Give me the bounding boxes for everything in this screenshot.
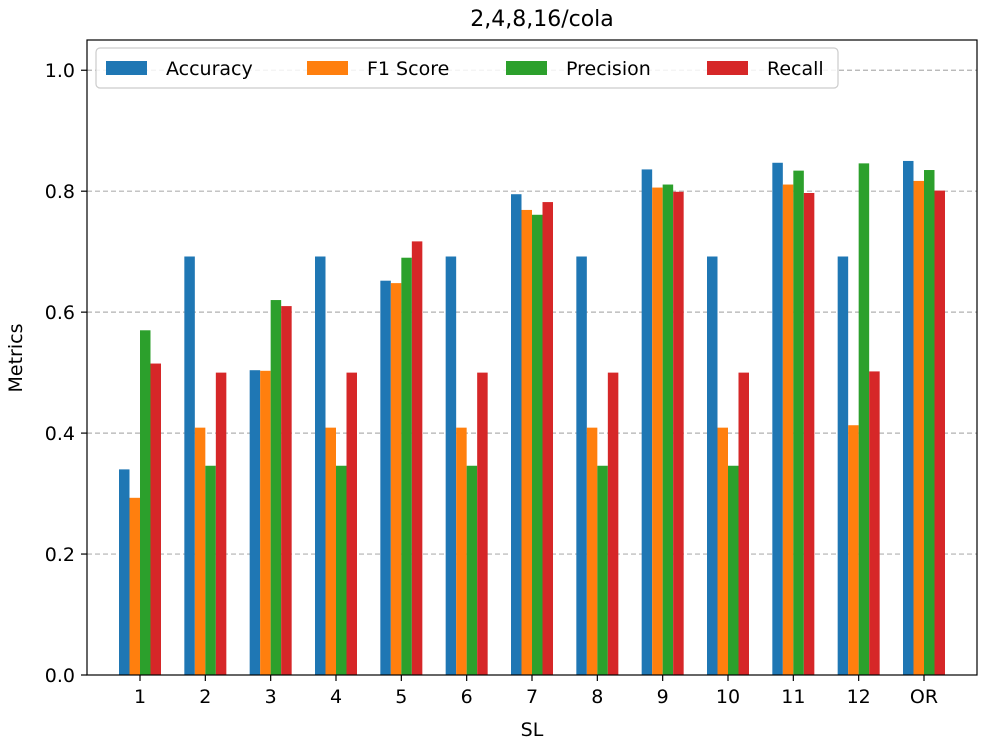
legend-label: Precision [566,58,651,80]
y-tick-label: 0.8 [45,181,75,203]
bar-precision [270,300,282,675]
x-tick-label: 3 [265,686,277,708]
chart-title: 2,4,8,16/cola [470,7,614,32]
x-tick-label: 7 [526,686,538,708]
x-axis-ticks: 1 2 3 4 5 6 7 8 9 10 11 12 OR [134,675,938,708]
bar-recall [934,190,945,676]
bar-recall [542,202,553,676]
bar-accuracy [315,256,326,675]
y-tick-label: 0.6 [45,302,75,324]
bar-accuracy [184,256,195,675]
bar-f1-score [848,425,859,675]
bar-precision [466,465,478,675]
bar-precision [336,465,347,675]
x-tick-label: 12 [847,686,871,708]
bar-f1-score [913,180,924,675]
bar-f1-score [129,497,140,675]
bar-f1-score [521,209,532,675]
bar-precision [205,465,216,675]
bar-recall [738,372,749,675]
legend-label: F1 Score [367,58,449,80]
legend-swatch [106,61,147,75]
bar-recall [477,372,488,675]
legend-frame [95,47,839,89]
legend: Accuracy F1 Score Precision Recall [95,47,839,89]
bar-recall [150,363,161,675]
bar-precision [793,170,804,675]
bar-recall [869,371,880,675]
bar-f1-score [194,427,206,675]
bar-precision [662,184,674,676]
bar-accuracy [837,256,849,675]
bar-accuracy [445,256,457,675]
x-tick-label: 6 [461,686,473,708]
y-axis-ticks: 0.0 0.2 0.4 0.6 0.8 1.0 [45,60,87,687]
legend-label: Accuracy [166,58,253,80]
x-axis-label: SL [521,719,544,741]
bar-recall [215,372,227,675]
x-tick-label: 10 [716,686,740,708]
y-tick-label: 0.2 [45,544,75,566]
x-tick-label: 1 [134,686,146,708]
bar-accuracy [707,256,718,675]
bar-recall [607,372,619,675]
bar-f1-score [782,184,794,676]
bar-recall [673,191,684,676]
y-tick-label: 1.0 [45,60,75,82]
bar-precision [532,214,543,675]
bar-accuracy [576,256,587,675]
legend-swatch [506,61,547,75]
x-tick-label: OR [910,686,938,708]
bar-f1-score [652,187,663,676]
bar-recall [281,306,292,675]
bar-recall [411,241,423,675]
bars [119,160,945,676]
bar-f1-score [260,370,271,675]
bar-precision [728,465,739,675]
bar-f1-score [456,427,467,675]
bar-recall [346,372,357,675]
bar-accuracy [903,160,914,675]
y-axis-label: Metrics [5,324,27,393]
y-tick-label: 0.0 [45,665,75,687]
bar-accuracy [119,469,130,675]
legend-swatch [707,61,748,75]
legend-label: Recall [767,58,824,80]
bar-accuracy [249,370,261,675]
x-tick-label: 11 [781,686,805,708]
bar-f1-score [325,427,336,675]
y-tick-label: 0.4 [45,423,75,445]
x-tick-label: 9 [657,686,669,708]
bar-precision [140,330,151,675]
bar-precision [401,257,412,675]
bar-accuracy [511,194,522,675]
bar-precision [597,465,608,675]
x-tick-label: 4 [330,686,342,708]
bar-recall [803,193,815,675]
x-tick-label: 2 [199,686,211,708]
bar-precision [924,170,935,675]
bar-accuracy [641,169,653,675]
bar-accuracy [380,280,391,675]
bar-f1-score [586,427,598,675]
x-tick-label: 5 [395,686,407,708]
legend-swatch [307,61,348,75]
bar-precision [858,163,870,675]
x-tick-label: 8 [591,686,603,708]
bar-accuracy [772,162,783,675]
bar-f1-score [717,427,728,675]
bar-f1-score [390,283,402,675]
